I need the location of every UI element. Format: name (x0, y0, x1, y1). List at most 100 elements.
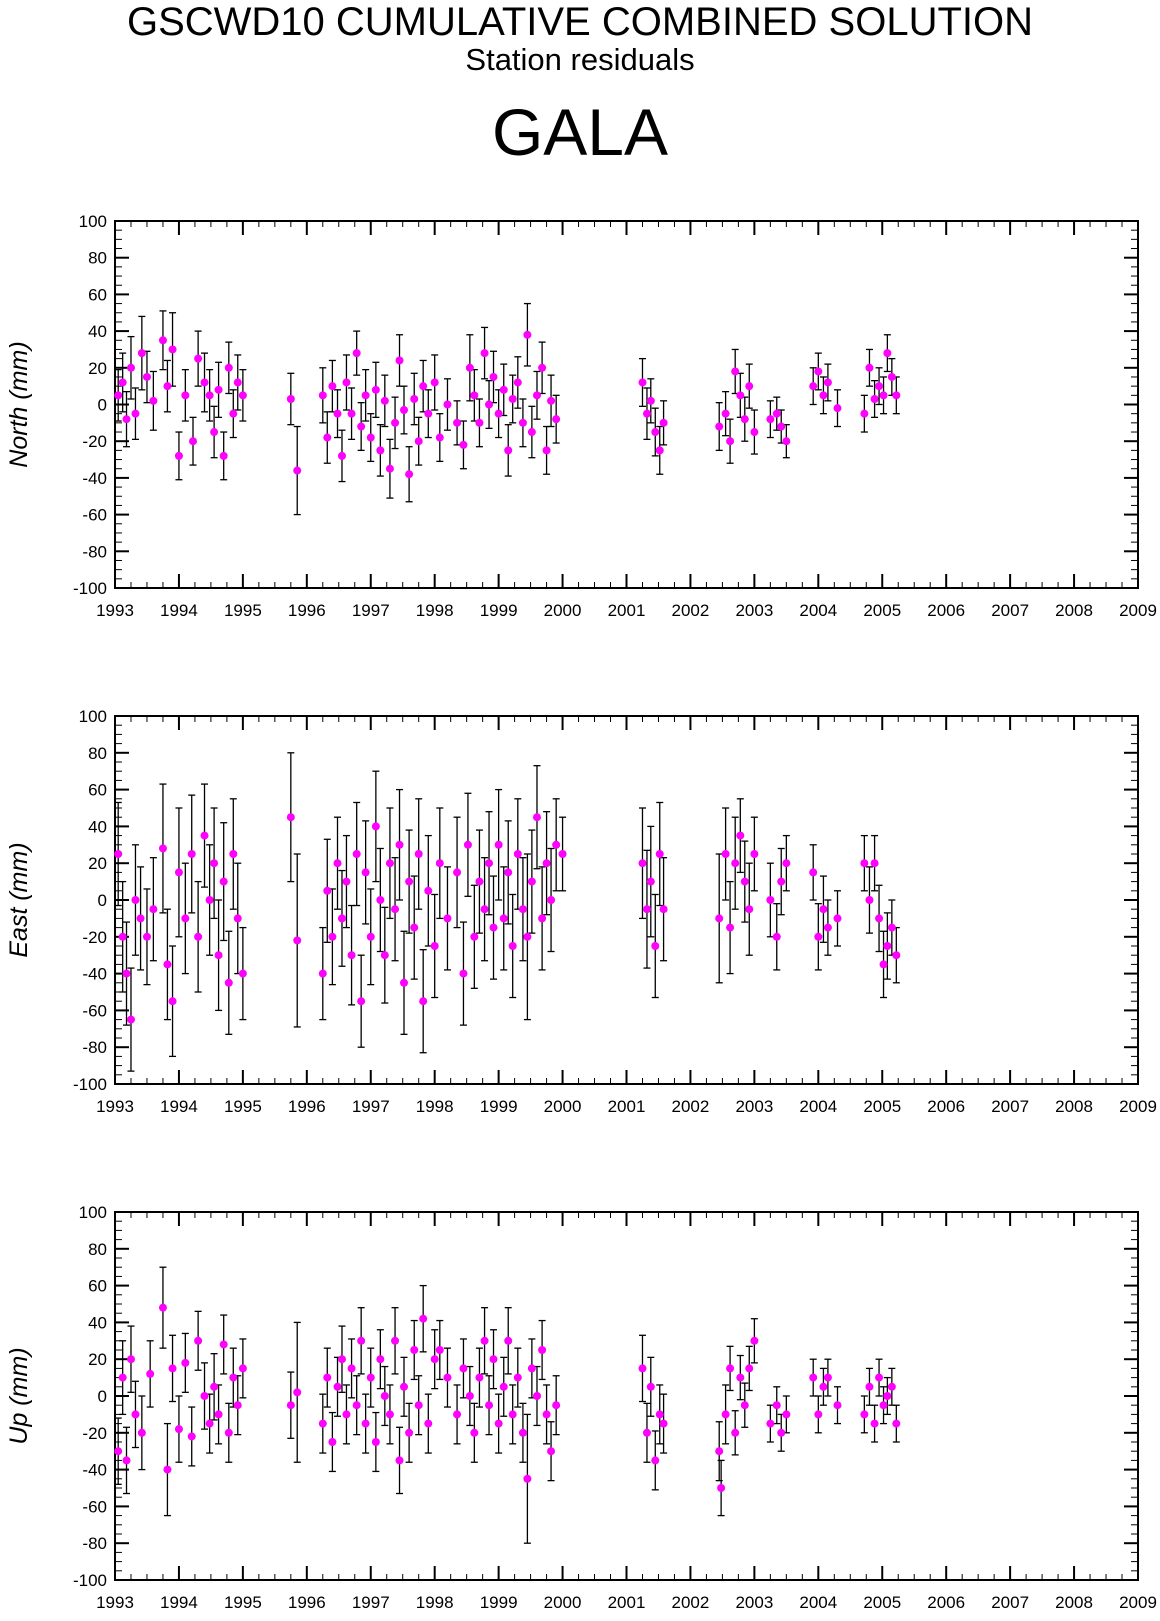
data-point (347, 951, 356, 960)
data-point (883, 942, 892, 950)
x-tick-label: 2003 (735, 1097, 773, 1116)
data-point (114, 1447, 123, 1456)
data-point (833, 404, 842, 413)
data-point (523, 932, 532, 941)
data-point (892, 951, 901, 960)
data-point (513, 378, 522, 387)
data-point (224, 1428, 233, 1437)
data-point (163, 382, 172, 391)
x-tick-label: 1999 (480, 1593, 518, 1612)
data-point (385, 859, 394, 868)
data-point (715, 1447, 724, 1456)
y-tick-label: 40 (88, 322, 107, 341)
data-point (424, 409, 433, 418)
data-point (194, 1336, 203, 1345)
data-point (205, 391, 214, 400)
data-point (328, 382, 337, 391)
y-tick-label: -80 (82, 542, 107, 561)
data-point (443, 400, 452, 409)
data-point (814, 1410, 823, 1419)
y-axis-label: East (mm) (5, 842, 33, 957)
plot-frame (114, 1211, 1139, 1581)
data-point (879, 391, 888, 400)
y-tick-label: 80 (88, 744, 107, 763)
y-tick-label: 80 (88, 1240, 107, 1259)
data-point (470, 1428, 479, 1437)
data-point (337, 451, 346, 460)
data-point (233, 914, 242, 923)
plot-frame (114, 715, 1139, 1085)
data-point (435, 433, 444, 442)
x-tick-label: 2003 (735, 601, 773, 620)
y-tick-label: 100 (79, 212, 107, 231)
y-tick-label: -20 (82, 432, 107, 451)
data-point (809, 1373, 818, 1382)
data-point (659, 418, 668, 427)
data-point (194, 354, 203, 363)
x-tick-label: 2005 (863, 1593, 901, 1612)
data-point (435, 1346, 444, 1354)
data-point (494, 1419, 503, 1428)
data-point (865, 1382, 874, 1391)
data-point (823, 923, 832, 932)
data-point (504, 446, 513, 455)
data-point (475, 877, 484, 886)
data-point (731, 1428, 740, 1437)
data-point (453, 418, 462, 427)
data-point (318, 1419, 327, 1428)
data-point (361, 868, 370, 877)
y-axis-label: Up (mm) (5, 1347, 33, 1444)
y-tick-label: 20 (88, 854, 107, 873)
data-point (210, 428, 219, 437)
data-point (480, 905, 489, 914)
data-point (883, 1392, 892, 1400)
x-tick-label: 2005 (863, 601, 901, 620)
x-tick-label: 2009 (1119, 1593, 1157, 1612)
data-point (772, 932, 781, 941)
data-point (638, 378, 647, 387)
data-point (740, 1401, 749, 1410)
data-point (286, 1401, 295, 1410)
data-point (443, 1373, 452, 1382)
data-point (750, 428, 759, 437)
y-tick-label: 40 (88, 817, 107, 836)
data-point (865, 896, 874, 904)
data-point (163, 1465, 172, 1474)
data-point (333, 859, 342, 868)
data-point (823, 378, 832, 387)
data-point (238, 391, 247, 400)
data-point (200, 1392, 209, 1400)
data-point (726, 1364, 735, 1373)
data-point (395, 1456, 404, 1465)
data-point (419, 997, 428, 1006)
data-point (750, 850, 759, 858)
data-point (766, 1419, 775, 1428)
data-point (419, 1314, 428, 1323)
data-point (721, 850, 730, 858)
data-point (782, 1410, 791, 1419)
data-point (137, 349, 146, 358)
data-point (860, 1410, 869, 1419)
data-point (655, 850, 664, 858)
data-point (453, 1410, 462, 1419)
data-point (745, 1364, 754, 1373)
y-tick-label: -60 (82, 1497, 107, 1516)
data-point (715, 422, 724, 431)
data-point (470, 932, 479, 941)
data-point (504, 868, 513, 877)
data-point (347, 409, 356, 418)
data-point (229, 850, 238, 858)
data-point (174, 1425, 183, 1434)
data-point (499, 914, 508, 923)
data-point (114, 391, 123, 400)
x-tick-label: 1997 (352, 1593, 390, 1612)
panel-1: 100 80 60 40 20 0 -20 -40 -60 -80 -100 1993 1994 1995… (5, 212, 1157, 620)
data-point (538, 1346, 547, 1354)
data-point (532, 813, 541, 822)
x-tick-label: 1997 (352, 1097, 390, 1116)
data-point (371, 822, 380, 831)
data-point (717, 1484, 726, 1492)
chart-title: GSCWD10 CUMULATIVE COMBINED SOLUTION (126, 0, 1034, 44)
data-point (224, 978, 233, 987)
